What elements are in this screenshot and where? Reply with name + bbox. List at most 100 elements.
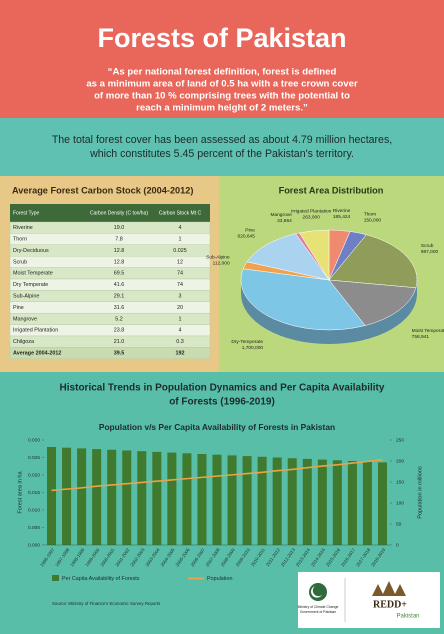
y2-tick-label: 200: [396, 458, 404, 464]
table-title: Average Forest Carbon Stock (2004-2012): [12, 185, 193, 195]
table-cell: Thorn: [13, 237, 27, 243]
bar: [302, 458, 312, 545]
column-header: Carbon Density (C ton/ha): [90, 210, 148, 216]
bar: [137, 451, 147, 545]
pie-value-label: 1,700,000: [242, 345, 264, 351]
bar: [272, 457, 282, 545]
table-cell: Irrigated Plantation: [13, 328, 58, 334]
table-cell: Dry-Deciduous: [13, 248, 49, 254]
table-cell: 5.2: [115, 316, 123, 322]
pie-slice: [328, 279, 417, 326]
table-cell: 0.025: [173, 248, 187, 254]
pie-label: Sub-Alpine: [206, 254, 230, 260]
legend-swatch: [52, 575, 59, 581]
bar: [332, 460, 342, 545]
table-cell: 29.1: [114, 294, 125, 300]
pie-title: Forest Area Distribution: [279, 185, 384, 195]
header-band: [0, 0, 444, 118]
bar: [377, 462, 387, 545]
legend-label: Per Capita Availability of Forests: [62, 576, 140, 582]
emblem-moon: [311, 586, 322, 598]
table-cell: 69.5: [114, 271, 125, 277]
legend-label: Population: [207, 576, 232, 582]
bar: [197, 454, 207, 545]
pie-label: Moist Temperate: [412, 328, 444, 334]
table-cell: Chilgoza: [13, 339, 34, 345]
table-cell: 21.0: [114, 339, 125, 345]
y-tick-label: 0.000: [28, 542, 40, 548]
pie-value-label: 33,864: [277, 218, 292, 224]
table-cell: Riverine: [13, 225, 33, 231]
table-cell: 74: [177, 282, 183, 288]
y-tick-label: 0.010: [28, 507, 40, 513]
quote-line: “As per national forest definition, fore…: [108, 67, 337, 78]
table-cell: 19.0: [114, 225, 125, 231]
pie-label: Irrigated Plantation: [291, 209, 332, 215]
table-cell: 23.8: [114, 328, 125, 334]
section-title: Historical Trends in Population Dynamics…: [60, 383, 385, 394]
y2-axis-label: Population in millions: [417, 466, 423, 519]
pie-label: Dry-Temperate: [231, 339, 263, 345]
y2-tick-label: 250: [396, 437, 404, 443]
bar: [242, 456, 252, 545]
pie-label: Scrub: [421, 243, 434, 249]
bar: [317, 459, 327, 545]
pie-value-label: 185,424: [333, 214, 351, 220]
section-title: of Forests (1996-2019): [169, 397, 275, 408]
table-cell: 74: [177, 271, 183, 277]
table-cell: 1: [179, 316, 182, 322]
pie-label: Riverine: [333, 208, 351, 214]
table-cell: Sub-Alpine: [13, 294, 39, 300]
statement-band: [0, 118, 444, 176]
bar: [362, 461, 372, 545]
table-cell: 12.8: [114, 248, 125, 254]
quote-line: as a minimum area of land of 0.5 ha with…: [86, 79, 358, 90]
brand: REDD+: [373, 599, 407, 610]
bar: [152, 451, 162, 545]
pie-slice: [328, 234, 418, 289]
y-tick-label: 0.015: [28, 490, 40, 496]
bar: [182, 453, 192, 545]
y-tick-label: 0.005: [28, 525, 40, 531]
column-header: Carbon Stock Mt C: [159, 210, 202, 216]
ministry-line: Government of Pakistan: [300, 610, 336, 614]
bar: [47, 447, 57, 545]
y2-tick-label: 0: [396, 542, 399, 548]
table-cell: Average 2004-2012: [13, 351, 61, 357]
pie-label: Thorn: [364, 212, 377, 218]
table-header: [10, 204, 210, 222]
y-tick-label: 0.030: [28, 437, 40, 443]
table-cell: 192: [176, 351, 185, 357]
table-cell: 12: [177, 259, 183, 265]
y-tick-label: 0.020: [28, 472, 40, 478]
table-cell: 4: [179, 225, 182, 231]
pie-value-label: 758,941: [412, 334, 430, 340]
ministry-line: Ministry of Climate Change: [298, 605, 339, 609]
table-cell: 4: [179, 328, 182, 334]
quote-line: of more than 10 % comprising trees with …: [94, 91, 350, 102]
pie-value-label: 987,000: [421, 249, 439, 255]
y2-tick-label: 100: [396, 500, 404, 506]
quote-line: reach a minimum height of 2 meters.”: [136, 103, 308, 114]
bar: [92, 449, 102, 545]
column-header: Forest Type: [13, 210, 40, 216]
table-cell: 1: [179, 237, 182, 243]
bar: [287, 458, 297, 545]
bar: [227, 455, 237, 545]
y-tick-label: 0.025: [28, 455, 40, 461]
statement-line: which constitutes 5.45 percent of the Pa…: [89, 148, 354, 160]
bar: [62, 447, 72, 545]
bar: [257, 456, 267, 545]
pie-value-label: 263,000: [303, 215, 321, 221]
table-cell: 3: [179, 294, 182, 300]
table-cell: Mangrove: [13, 316, 37, 322]
table-cell: 0.3: [176, 339, 184, 345]
title: Forests of Pakistan: [97, 23, 346, 53]
table-cell: 12.8: [114, 259, 125, 265]
table-cell: 7.8: [115, 237, 123, 243]
bar: [167, 452, 177, 545]
bar: [347, 461, 357, 545]
country: Pakistan: [396, 614, 419, 620]
y2-tick-label: 150: [396, 479, 404, 485]
trees-icon: [372, 581, 406, 596]
